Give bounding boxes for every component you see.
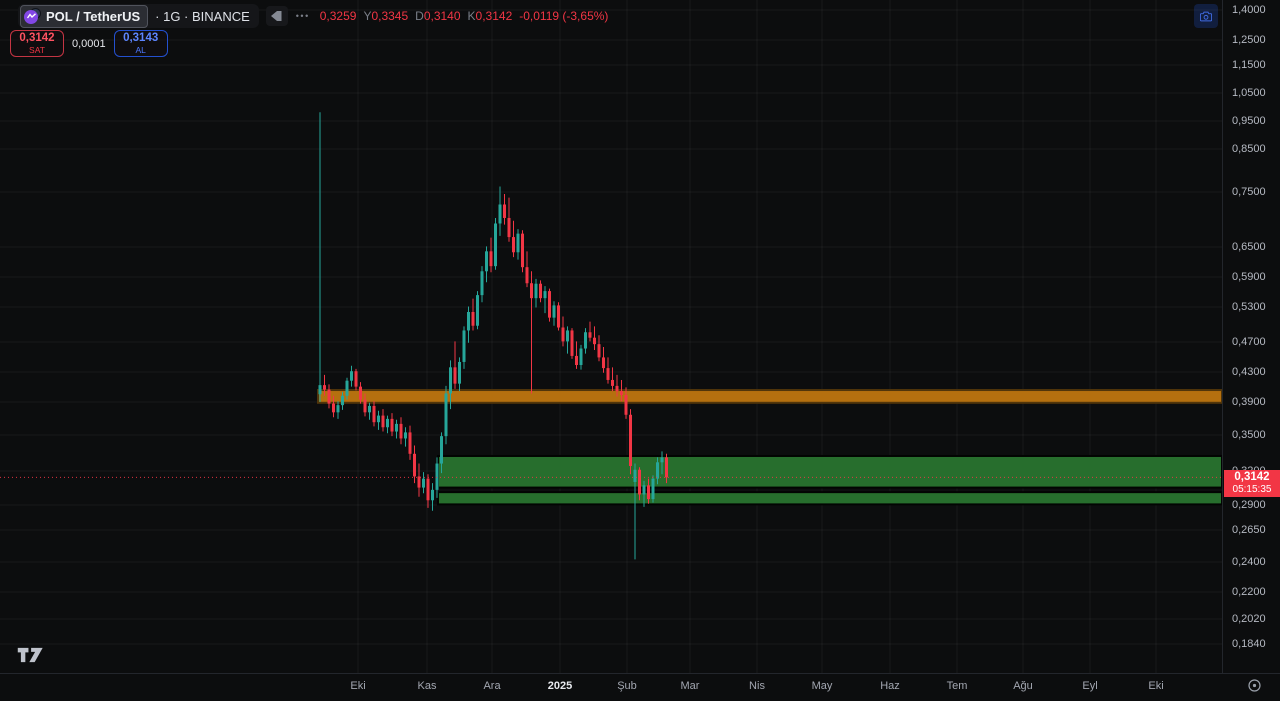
- time-tick: Şub: [617, 680, 637, 692]
- price-tick: 0,2200: [1232, 586, 1266, 598]
- tradingview-logo[interactable]: [16, 646, 48, 669]
- symbol-box[interactable]: POL / TetherUS: [20, 4, 149, 28]
- zones-layer: [317, 389, 1222, 506]
- ohlc-low: 0,3140: [423, 9, 461, 23]
- time-tick: Kas: [417, 680, 437, 692]
- price-tick: 1,2500: [1232, 34, 1266, 46]
- time-tick: Haz: [880, 680, 900, 692]
- price-tick: 0,4700: [1232, 336, 1266, 348]
- snapshot-camera-button[interactable]: [1194, 4, 1218, 28]
- current-price-label: 0,3142 05:15:35: [1224, 470, 1280, 497]
- bar-countdown: 05:15:35: [1232, 483, 1272, 495]
- price-tick: 0,2650: [1232, 524, 1266, 536]
- chart-canvas[interactable]: [0, 0, 1222, 673]
- trade-widget: 0,3142 SAT 0,0001 0,3143 AL: [10, 30, 168, 57]
- ohlc-high: 0,3345: [371, 9, 409, 23]
- time-tick: Nis: [749, 680, 765, 692]
- symbol-interval-exchange: · 1G · BINANCE: [155, 8, 250, 24]
- time-tick: Ağu: [1013, 680, 1033, 692]
- grid-lines: [0, 0, 1222, 673]
- price-tick: 1,4000: [1232, 4, 1266, 16]
- buy-label: AL: [135, 44, 146, 55]
- price-tick: 0,2900: [1232, 499, 1266, 511]
- time-tick: Eki: [350, 680, 366, 692]
- sell-label: SAT: [29, 44, 45, 55]
- time-tick: Ara: [483, 680, 501, 692]
- ohlc-change: -0,0119 (-3,65%): [519, 9, 609, 23]
- buy-price: 0,3143: [123, 32, 159, 44]
- price-tick: 0,2400: [1232, 556, 1266, 568]
- price-tick: 0,9500: [1232, 115, 1266, 127]
- symbol-name: POL / TetherUS: [46, 8, 141, 24]
- price-tick: 0,1840: [1232, 638, 1266, 650]
- time-tick: May: [811, 680, 833, 692]
- price-tick: 0,2020: [1232, 613, 1266, 625]
- price-tick: 0,3900: [1232, 396, 1266, 408]
- flag-button[interactable]: [265, 6, 288, 26]
- price-tick: 0,3500: [1232, 429, 1266, 441]
- price-tick: 1,0500: [1232, 87, 1266, 99]
- time-tick: 2025: [547, 680, 573, 692]
- demand-zone-lower[interactable]: [437, 491, 1222, 506]
- camera-icon: [1200, 11, 1212, 21]
- scales-settings-target-icon[interactable]: [1247, 678, 1262, 698]
- price-axis[interactable]: 1,4000 1,2500 1,1500 1,0500 0,9500 0,8500 0,75…: [1222, 0, 1280, 673]
- current-price: 0,3142: [1234, 471, 1270, 483]
- price-tick: 0,7500: [1232, 186, 1266, 198]
- time-tick: Mar: [680, 680, 700, 692]
- flag-icon: [271, 11, 282, 21]
- pol-token-icon: [24, 7, 41, 25]
- time-tick: Eki: [1148, 680, 1164, 692]
- demand-zone-upper[interactable]: [437, 454, 1222, 489]
- price-tick: 0,8500: [1232, 143, 1266, 155]
- symbol-button[interactable]: POL / TetherUS · 1G · BINANCE: [18, 4, 259, 28]
- spread-value: 0,0001: [72, 37, 106, 50]
- ohlc-open: 0,3259: [319, 9, 357, 23]
- sell-price: 0,3142: [19, 32, 55, 44]
- price-tick: 0,5300: [1232, 301, 1266, 313]
- chart-header: POL / TetherUS · 1G · BINANCE ••• 0,3259…: [18, 4, 615, 28]
- more-options-button[interactable]: •••: [292, 9, 314, 23]
- candles-layer: [318, 112, 668, 560]
- time-tick: Tem: [946, 680, 968, 692]
- ohlc-close: 0,3142: [475, 9, 513, 23]
- buy-button[interactable]: 0,3143 AL: [113, 30, 168, 57]
- price-tick: 0,4300: [1232, 366, 1266, 378]
- ohlc-readout: 0,3259 Y0,3345 D0,3140 K0,3142 -0,0119 (-3,6…: [319, 9, 609, 23]
- price-tick: 0,6500: [1232, 241, 1266, 253]
- price-tick: 1,1500: [1232, 59, 1266, 71]
- supply-zone[interactable]: [317, 389, 1222, 404]
- sell-button[interactable]: 0,3142 SAT: [10, 30, 64, 57]
- price-tick: 0,5900: [1232, 271, 1266, 283]
- time-tick: Eyl: [1082, 680, 1098, 692]
- time-axis[interactable]: Eki Kas Ara 2025 Şub Mar Nis May Haz Tem Ağu Eyl Eki: [0, 673, 1280, 701]
